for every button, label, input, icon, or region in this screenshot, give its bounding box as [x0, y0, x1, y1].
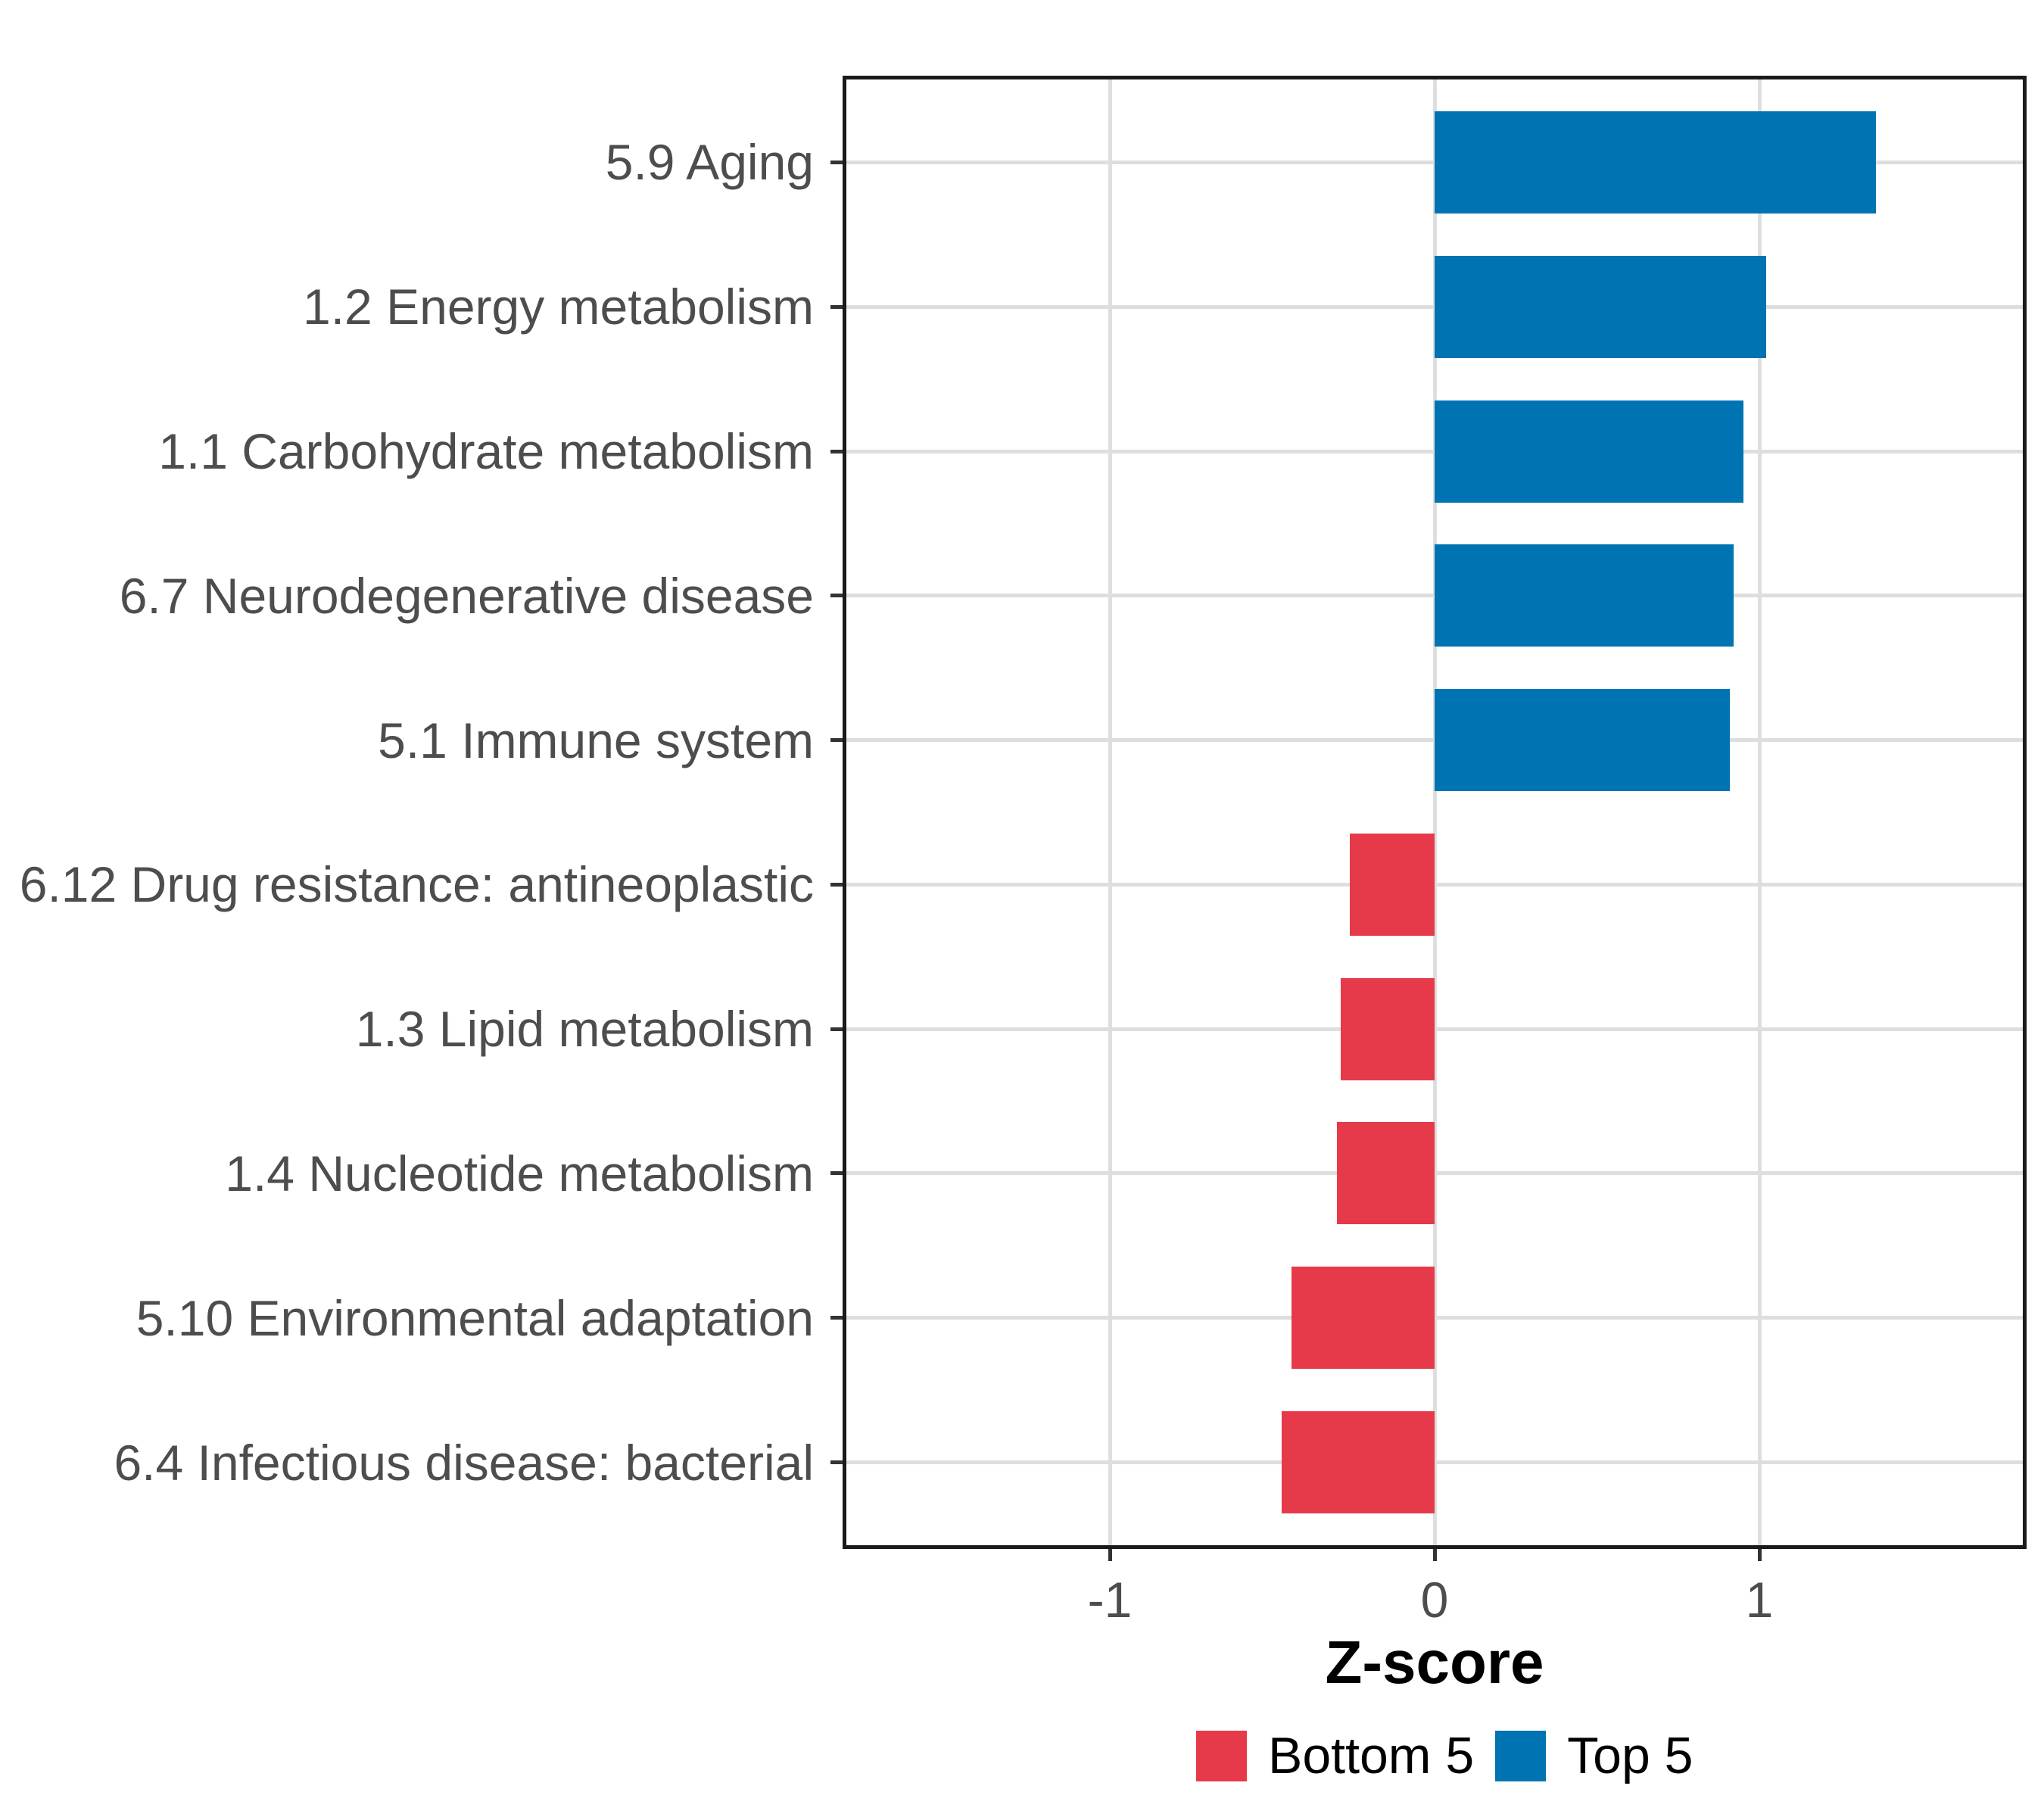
- y-axis-label: 6.7 Neurodegenerative disease: [119, 568, 814, 624]
- y-axis-tick: [830, 738, 843, 742]
- bar: [1282, 1411, 1435, 1513]
- bar: [1435, 400, 1743, 503]
- gridline-vertical: [1108, 79, 1112, 1545]
- x-axis-tick: [1433, 1549, 1437, 1561]
- y-axis-tick: [830, 883, 843, 887]
- legend-label-bottom5: Bottom 5: [1268, 1727, 1475, 1784]
- legend-swatch-top5: [1495, 1730, 1547, 1781]
- y-axis-tick: [830, 305, 843, 309]
- gridline-vertical: [1758, 79, 1762, 1545]
- legend-item-top5: Top 5: [1495, 1730, 1693, 1781]
- bar: [1292, 1267, 1435, 1369]
- legend-swatch-bottom5: [1196, 1730, 1247, 1781]
- legend-label-top5: Top 5: [1567, 1727, 1693, 1784]
- gridline-vertical: [1433, 79, 1437, 1545]
- bar: [1435, 256, 1766, 358]
- y-axis-label: 5.1 Immune system: [378, 712, 814, 768]
- y-axis-label: 1.3 Lipid metabolism: [355, 1001, 814, 1057]
- legend-item-bottom5: Bottom 5: [1196, 1730, 1474, 1781]
- y-axis-label: 5.9 Aging: [605, 134, 814, 190]
- y-axis-label: 5.10 Environmental adaptation: [136, 1290, 814, 1346]
- bar: [1350, 834, 1435, 936]
- x-axis-title: Z-score: [1325, 1628, 1544, 1696]
- y-axis-label: 6.12 Drug resistance: antineoplastic: [19, 856, 814, 912]
- legend: Bottom 5 Top 5: [1196, 1730, 1693, 1781]
- y-axis-tick: [830, 161, 843, 164]
- bar: [1435, 111, 1876, 213]
- y-axis-tick: [830, 1460, 843, 1464]
- y-axis-label: 1.2 Energy metabolism: [303, 279, 814, 335]
- bar: [1435, 544, 1734, 647]
- x-axis-tick: [1108, 1549, 1112, 1561]
- bar: [1435, 689, 1730, 791]
- y-axis-label: 1.4 Nucleotide metabolism: [225, 1145, 814, 1201]
- x-axis-tick-label: 0: [1420, 1572, 1449, 1628]
- y-axis-tick: [830, 1316, 843, 1320]
- bar: [1341, 978, 1435, 1080]
- y-axis-label: 1.1 Carbohydrate metabolism: [158, 423, 814, 479]
- y-axis-tick: [830, 1171, 843, 1175]
- x-axis-tick-label: 1: [1745, 1572, 1774, 1628]
- y-axis-tick: [830, 450, 843, 453]
- y-axis-tick: [830, 1027, 843, 1031]
- x-axis-tick: [1758, 1549, 1762, 1561]
- bar: [1337, 1122, 1435, 1224]
- y-axis-tick: [830, 594, 843, 597]
- y-axis-label: 6.4 Infectious disease: bacterial: [114, 1435, 814, 1491]
- x-axis-tick-label: -1: [1087, 1572, 1133, 1628]
